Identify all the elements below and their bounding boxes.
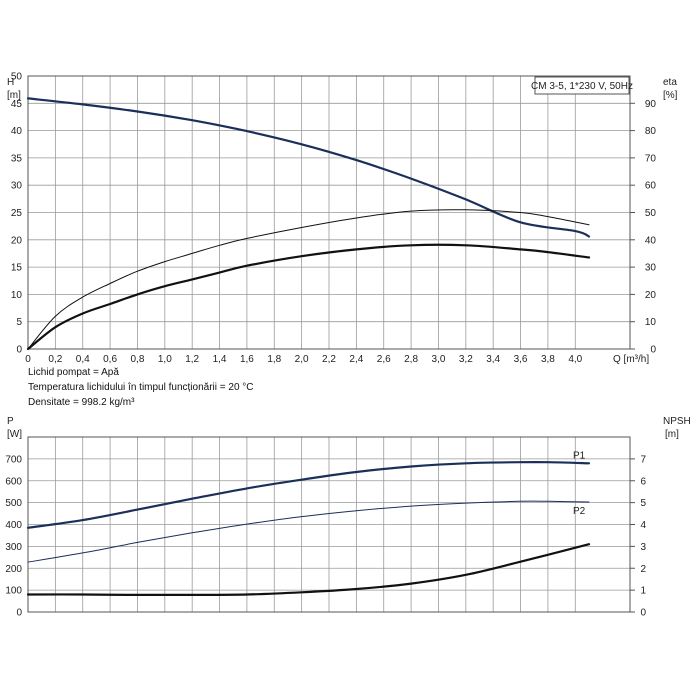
right-tick-label: 2 bbox=[640, 564, 646, 575]
series-label-P1: P1 bbox=[573, 450, 586, 461]
chart-title-box bbox=[534, 76, 630, 95]
x-tick-label: 0,6 bbox=[103, 354, 117, 365]
x-tick-label: 1,0 bbox=[158, 354, 172, 365]
right-tick-label: 40 bbox=[645, 235, 657, 246]
x-tick-label: 2,0 bbox=[295, 354, 309, 365]
left-axis-unit: [m] bbox=[7, 90, 21, 101]
x-tick-label: 1,2 bbox=[185, 354, 199, 365]
left-tick-label: 400 bbox=[5, 520, 22, 531]
left-tick-label: 700 bbox=[5, 454, 22, 465]
series-line-eta-upper bbox=[27, 209, 590, 350]
right-axis-unit: [m] bbox=[665, 429, 679, 440]
right-tick-label: 10 bbox=[645, 317, 657, 328]
series-line-eta-lower bbox=[26, 243, 591, 351]
left-tick-label: 600 bbox=[5, 476, 22, 487]
right-axis-unit: [%] bbox=[663, 90, 678, 101]
x-tick-label: 1,8 bbox=[267, 354, 281, 365]
series-line-NPSH bbox=[26, 543, 591, 597]
left-axis-label: P bbox=[7, 416, 14, 427]
left-tick-label: 300 bbox=[5, 542, 22, 553]
series-line-H bbox=[26, 97, 591, 238]
series-line-P2 bbox=[27, 500, 590, 563]
chart-title: CM 3-5, 1*230 V, 50Hz bbox=[531, 81, 633, 92]
left-tick-label: 500 bbox=[5, 498, 22, 509]
right-tick-label: 0 bbox=[650, 345, 656, 356]
x-tick-label: 0,2 bbox=[48, 354, 62, 365]
right-tick-label: 70 bbox=[645, 153, 657, 164]
left-tick-label: 0 bbox=[16, 345, 22, 356]
left-tick-label: 35 bbox=[11, 153, 23, 164]
left-tick-label: 40 bbox=[11, 126, 23, 137]
series-line-P1 bbox=[26, 460, 591, 529]
x-tick-label: 3,0 bbox=[432, 354, 446, 365]
right-tick-label: 0 bbox=[640, 608, 646, 619]
x-tick-label: 2,8 bbox=[404, 354, 418, 365]
left-tick-label: 25 bbox=[11, 208, 23, 219]
right-tick-label: 30 bbox=[645, 263, 657, 274]
right-tick-label: 4 bbox=[640, 520, 646, 531]
left-axis-unit: [W] bbox=[7, 429, 22, 440]
right-tick-label: 50 bbox=[645, 208, 657, 219]
left-tick-label: 20 bbox=[11, 235, 23, 246]
right-tick-label: 5 bbox=[640, 498, 646, 509]
left-tick-label: 100 bbox=[5, 586, 22, 597]
right-tick-label: 3 bbox=[640, 542, 646, 553]
right-tick-label: 60 bbox=[645, 181, 657, 192]
right-tick-label: 6 bbox=[640, 476, 646, 487]
x-tick-label: 2,4 bbox=[349, 354, 363, 365]
series-label-P2: P2 bbox=[573, 506, 586, 517]
left-tick-label: 15 bbox=[11, 263, 23, 274]
head-efficiency-chart: 0 0,2 0,4 0,6 0,8 1,0 1,2 1,4 1,6 1,8 2,0 2,2 2,4 2,6… bbox=[7, 72, 678, 366]
right-axis-label: eta bbox=[663, 77, 677, 88]
left-tick-label: 0 bbox=[16, 608, 22, 619]
note-density: Densitate = 998.2 kg/m³ bbox=[28, 397, 135, 408]
x-tick-label: 3,8 bbox=[541, 354, 555, 365]
x-tick-label: 1,6 bbox=[240, 354, 254, 365]
right-axis-label: NPSH bbox=[663, 416, 691, 427]
x-tick-label: 2,2 bbox=[322, 354, 336, 365]
right-tick-label: 80 bbox=[645, 126, 657, 137]
x-tick-label: 4,0 bbox=[568, 354, 582, 365]
x-tick-label: 3,6 bbox=[514, 354, 528, 365]
x-tick-label: 0,8 bbox=[131, 354, 145, 365]
left-tick-label: 5 bbox=[16, 317, 22, 328]
right-tick-label: 20 bbox=[645, 290, 657, 301]
right-tick-label: 90 bbox=[645, 99, 657, 110]
left-axis-label: H bbox=[7, 77, 14, 88]
left-tick-label: 200 bbox=[5, 564, 22, 575]
x-tick-label: 0 bbox=[25, 354, 31, 365]
x-tick-label: 3,2 bbox=[459, 354, 473, 365]
right-tick-label: 7 bbox=[640, 454, 646, 465]
x-tick-label: 1,4 bbox=[213, 354, 227, 365]
x-axis-label: Q [m³/h] bbox=[613, 354, 649, 365]
left-tick-label: 50 bbox=[11, 72, 23, 83]
left-tick-label: 45 bbox=[11, 99, 23, 110]
left-tick-label: 10 bbox=[11, 290, 23, 301]
note-liquid: Lichid pompat = Apă bbox=[28, 367, 119, 378]
left-tick-label: 30 bbox=[11, 181, 23, 192]
x-tick-label: 3,4 bbox=[486, 354, 500, 365]
note-temperature: Temperatura lichidului în timpul funcțio… bbox=[28, 382, 254, 393]
right-tick-label: 1 bbox=[640, 586, 646, 597]
power-npsh-chart: 0 100 200 300 400 500 600 700 0 1 2 3 4 5 6 7 P [W] NPSH [m… bbox=[5, 416, 690, 619]
x-tick-label: 0,4 bbox=[76, 354, 90, 365]
x-tick-label: 2,6 bbox=[377, 354, 391, 365]
